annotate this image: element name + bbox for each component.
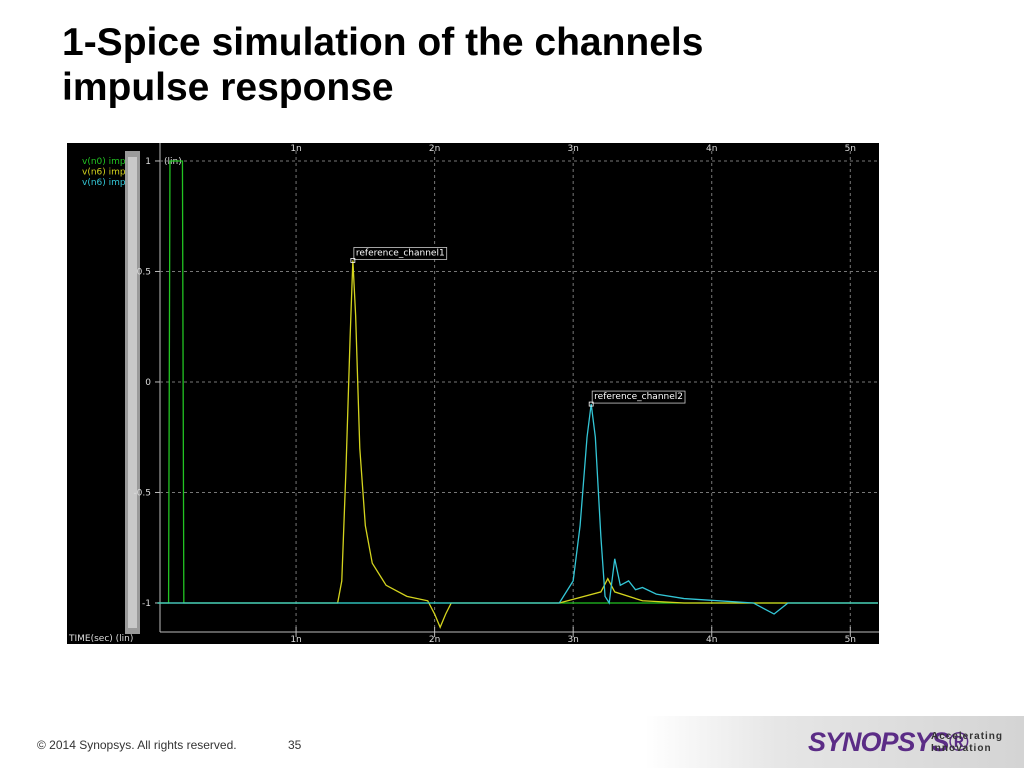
scrollbar-thumb	[128, 157, 137, 628]
annotation-marker	[588, 401, 594, 407]
logo-bar	[645, 716, 1024, 768]
tagline: Innovation	[931, 743, 992, 754]
logo: SYNOPSYS®	[808, 727, 968, 757]
series-line	[157, 403, 878, 615]
series-line	[157, 260, 878, 629]
x-tick-label: 3n	[567, 635, 578, 644]
copyright: © 2014 Synopsys. All rights reserved.	[37, 738, 237, 752]
annotation-box	[591, 390, 686, 404]
y-tick-label: -0.5	[133, 488, 151, 498]
legend-entry: v(n6) imp	[82, 168, 126, 178]
x-tick-label: 3n	[567, 144, 578, 154]
y-tick-label: 0	[145, 378, 151, 388]
y-tick-label: 0.5	[137, 267, 151, 277]
y-tick-label: 1	[145, 157, 151, 167]
x-tick-label: 2n	[429, 144, 440, 154]
x-axis-label: TIME(sec) (lin)	[68, 634, 133, 644]
y-tick-label: -1	[142, 599, 151, 609]
x-tick-label: 5n	[845, 144, 856, 154]
title-line: 1-Spice simulation of the channels	[62, 21, 704, 64]
legend-entry: v(n6) imp	[82, 178, 126, 188]
page-number: 35	[288, 738, 302, 752]
tagline: Accelerating	[931, 731, 1004, 742]
annotation: reference_channel1	[356, 248, 445, 258]
x-tick-label: 1n	[290, 635, 301, 644]
x-tick-label: 2n	[429, 635, 440, 644]
y-axis-label: (lin)	[164, 157, 182, 167]
annotation-marker	[350, 258, 356, 263]
annotation-box	[353, 247, 448, 260]
x-tick-label: 4n	[706, 635, 717, 644]
legend-entry: v(n0) imp	[82, 157, 126, 167]
waveform-chart: TIME(sec) (lin) (lin) 1 0.5 0 -0.5 -1 1n 1n 2n 2…	[67, 143, 879, 644]
slide-title: 1-Spice simulation of the channels impuls…	[62, 20, 703, 110]
annotation: reference_channel2	[594, 392, 683, 402]
x-tick-label: 5n	[845, 635, 856, 644]
x-tick-label: 4n	[706, 144, 717, 154]
title-line: impulse response	[62, 66, 394, 109]
x-tick-label: 1n	[290, 144, 301, 154]
plot-background	[67, 143, 879, 644]
